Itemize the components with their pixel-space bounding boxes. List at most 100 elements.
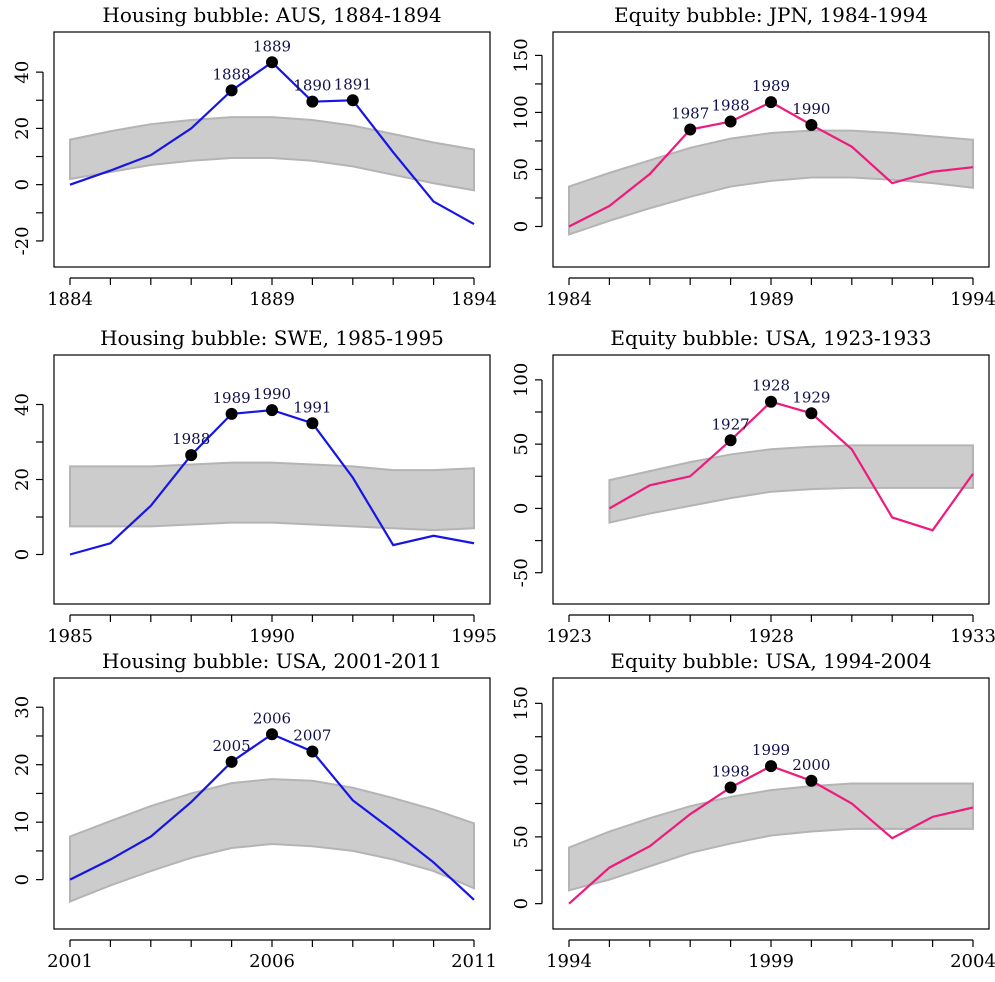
peak-point-label: 1988 bbox=[172, 430, 210, 448]
x-tick-label: 1984 bbox=[546, 289, 592, 310]
chart-panel-usa1990s-equity: Equity bubble: USA, 1994-200419981999200… bbox=[511, 649, 995, 972]
peak-point-marker bbox=[765, 96, 777, 109]
y-tick-label: 10 bbox=[12, 811, 33, 834]
peak-point-marker bbox=[225, 407, 238, 420]
peak-point-marker bbox=[225, 84, 238, 97]
x-tick-label: 1999 bbox=[748, 951, 794, 972]
chart-title: Housing bubble: USA, 2001-2011 bbox=[102, 649, 442, 673]
x-tick-label: 1985 bbox=[47, 626, 93, 647]
chart-title: Housing bubble: SWE, 1985-1995 bbox=[100, 326, 444, 350]
plot-frame bbox=[552, 31, 990, 268]
peak-point-label: 1991 bbox=[293, 398, 331, 416]
peak-point-marker bbox=[306, 745, 319, 758]
chart-title: Equity bubble: JPN, 1984-1994 bbox=[614, 3, 928, 27]
peak-point-marker bbox=[225, 755, 238, 768]
peak-point-label: 1890 bbox=[293, 77, 331, 95]
peak-point-marker bbox=[266, 728, 278, 741]
peak-point-label: 1989 bbox=[213, 389, 251, 407]
peak-point-label: 1988 bbox=[712, 97, 750, 115]
peak-point-label: 1891 bbox=[334, 75, 372, 93]
peak-point-marker bbox=[185, 449, 198, 462]
x-tick-label: 1994 bbox=[950, 289, 995, 310]
y-tick-label: 150 bbox=[511, 38, 532, 72]
x-tick-label: 2001 bbox=[47, 951, 93, 972]
peak-point-marker bbox=[306, 95, 319, 108]
confidence-band bbox=[69, 116, 475, 192]
y-tick-label: 40 bbox=[12, 393, 33, 416]
peak-point-label: 1927 bbox=[712, 415, 750, 433]
peak-point-label: 1888 bbox=[213, 65, 251, 83]
chart-panel-aus-housing: Housing bubble: AUS, 1884-18941888188918… bbox=[12, 3, 497, 310]
y-tick-label: 100 bbox=[511, 753, 532, 787]
peak-point-label: 1989 bbox=[752, 77, 790, 95]
confidence-band bbox=[69, 461, 475, 532]
x-tick-label: 1889 bbox=[249, 289, 295, 310]
y-tick-label: 50 bbox=[511, 158, 532, 181]
confidence-band bbox=[568, 129, 974, 236]
chart-panel-usa2000s-housing: Housing bubble: USA, 2001-20112005200620… bbox=[12, 649, 497, 972]
peak-point-label: 2006 bbox=[253, 709, 291, 727]
peak-point-label: 2000 bbox=[792, 756, 830, 774]
peak-point-label: 1928 bbox=[752, 377, 790, 395]
plot-frame bbox=[53, 354, 491, 605]
plot-frame bbox=[552, 677, 990, 930]
peak-point-label: 1990 bbox=[253, 385, 291, 403]
y-tick-label: 20 bbox=[12, 468, 33, 491]
peak-point-marker bbox=[266, 404, 278, 417]
peak-point-marker bbox=[805, 407, 818, 420]
y-tick-label: 150 bbox=[511, 686, 532, 720]
plot-frame bbox=[53, 677, 491, 930]
peak-point-marker bbox=[724, 115, 737, 128]
y-tick-label: 0 bbox=[12, 874, 33, 885]
x-tick-label: 1990 bbox=[249, 626, 295, 647]
y-tick-label: -50 bbox=[511, 558, 532, 587]
peak-point-marker bbox=[724, 781, 737, 794]
x-tick-label: 1884 bbox=[47, 289, 93, 310]
peak-point-label: 1987 bbox=[671, 105, 709, 123]
x-tick-label: 1928 bbox=[748, 626, 794, 647]
peak-point-label: 1998 bbox=[712, 762, 750, 780]
peak-point-marker bbox=[306, 417, 319, 430]
x-tick-label: 1923 bbox=[546, 626, 592, 647]
peak-point-marker bbox=[805, 774, 818, 787]
x-tick-label: 1894 bbox=[451, 289, 497, 310]
y-tick-label: -20 bbox=[12, 226, 33, 255]
y-tick-label: 20 bbox=[12, 117, 33, 140]
peak-point-marker bbox=[266, 56, 278, 69]
y-tick-label: 50 bbox=[511, 433, 532, 456]
y-tick-label: 30 bbox=[12, 696, 33, 719]
peak-point-label: 1999 bbox=[752, 741, 790, 759]
peak-point-label: 1929 bbox=[792, 388, 830, 406]
y-tick-label: 100 bbox=[511, 363, 532, 397]
y-tick-label: 0 bbox=[511, 221, 532, 232]
confidence-band bbox=[608, 444, 974, 524]
x-tick-label: 2006 bbox=[249, 951, 295, 972]
peak-point-marker bbox=[724, 434, 737, 447]
chart-title: Housing bubble: AUS, 1884-1894 bbox=[102, 3, 441, 27]
x-tick-label: 2011 bbox=[451, 951, 497, 972]
y-tick-label: 50 bbox=[511, 825, 532, 848]
confidence-band bbox=[69, 778, 475, 903]
peak-point-label: 2007 bbox=[293, 726, 331, 744]
peak-point-marker bbox=[765, 395, 777, 408]
x-tick-label: 1989 bbox=[748, 289, 794, 310]
peak-point-marker bbox=[805, 118, 818, 131]
x-tick-label: 1994 bbox=[546, 951, 592, 972]
peak-point-marker bbox=[684, 123, 697, 136]
x-tick-label: 1933 bbox=[950, 626, 995, 647]
y-tick-label: 40 bbox=[12, 61, 33, 84]
plot-frame bbox=[53, 31, 491, 268]
peak-point-marker bbox=[346, 94, 359, 107]
confidence-band bbox=[568, 782, 974, 892]
x-tick-label: 2004 bbox=[950, 951, 995, 972]
y-tick-label: 0 bbox=[511, 898, 532, 909]
y-tick-label: 0 bbox=[12, 179, 33, 190]
y-tick-label: 0 bbox=[12, 549, 33, 560]
chart-title: Equity bubble: USA, 1994-2004 bbox=[610, 649, 931, 673]
peak-point-marker bbox=[765, 760, 777, 773]
peak-point-label: 1889 bbox=[253, 37, 291, 55]
chart-panel-usa1920s-equity: Equity bubble: USA, 1923-193319271928192… bbox=[511, 326, 995, 647]
